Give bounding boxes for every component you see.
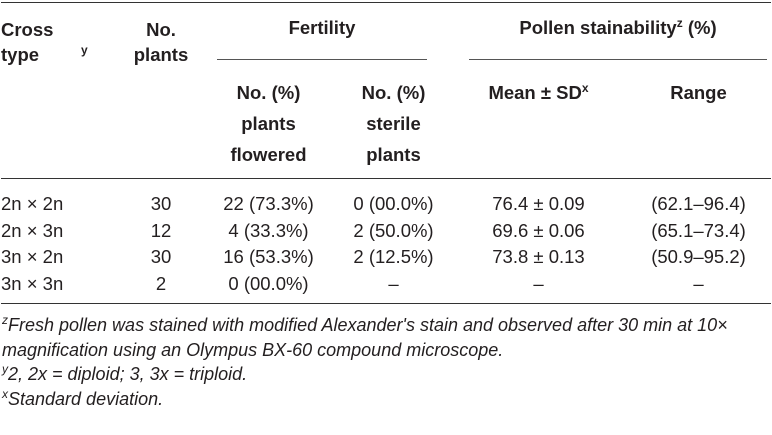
header-text: Mean ± SD <box>488 81 582 103</box>
footnote-text: 2, 2x = diploid; 3, 3x = triploid. <box>8 364 248 385</box>
footnotes: zFresh pollen was stained with modified … <box>2 313 768 412</box>
table-cell: 76.4 ± 0.09 <box>492 193 585 215</box>
footnote-mark: y <box>2 362 8 377</box>
header-sup: y <box>81 43 88 57</box>
table-cell: (50.9–95.2) <box>651 246 746 268</box>
table-cell: 2 (12.5%) <box>353 246 434 268</box>
header-sup: x <box>581 80 589 95</box>
header-cell: No. (%) sterile plants <box>336 61 451 179</box>
footnote-mark: x <box>2 387 8 402</box>
header-cell: Range <box>626 61 771 179</box>
table-cell: – <box>388 272 399 294</box>
table-cell: 4 (33.3%) <box>228 219 309 241</box>
table-cell: (65.1–73.4) <box>651 219 746 241</box>
table-cell: 2n × 3n <box>1 219 64 241</box>
table-cell: 2 <box>155 272 167 294</box>
table-row: 2n × 3n 12 4 (33.3%) 2 (50.0%) 69.6 ± 0.06 (6… <box>1 218 771 245</box>
table-cell: 2n × 2n <box>1 193 64 215</box>
table-body: 2n × 2n 30 22 (73.3%) 0 (00.0%) 76.4 ± 0.09 (… <box>1 179 771 304</box>
header-cell: Fertility <box>201 3 451 61</box>
table-row: 2n × 2n 30 22 (73.3%) 0 (00.0%) 76.4 ± 0.09 (… <box>1 179 771 218</box>
table-cell: 12 <box>150 219 172 241</box>
header-row: Cross type y No. plants Fertility Pollen … <box>1 3 771 65</box>
footnote-text: Standard deviation. <box>8 389 164 410</box>
footnote-text: Fresh pollen was stained with modified A… <box>2 315 728 360</box>
table-row: 3n × 2n 30 16 (53.3%) 2 (12.5%) 73.8 ± 0.13 (… <box>1 244 771 271</box>
table-cell: 30 <box>150 193 172 215</box>
table-cell: 30 <box>150 246 172 268</box>
header-sup: z <box>676 16 683 30</box>
data-table: Cross type y No. plants Fertility Pollen … <box>1 2 771 304</box>
table-cell: 16 (53.3%) <box>223 246 314 268</box>
table-row: 3n × 3n 2 0 (00.0%) – – – <box>1 271 771 304</box>
table-cell: 22 (73.3%) <box>223 193 314 215</box>
header-text: No. (%) sterile plants <box>361 81 426 165</box>
table-cell: 0 (00.0%) <box>353 193 434 215</box>
table-cell: 69.6 ± 0.06 <box>492 219 585 241</box>
header-cell: No. plants <box>121 3 201 179</box>
header-cell: No. (%) plants flowered <box>201 61 336 179</box>
header-text: Fertility <box>217 17 427 60</box>
table-cell: 0 (00.0%) <box>228 272 309 294</box>
header-text: Cross type <box>1 19 54 65</box>
table-cell: – <box>533 272 544 294</box>
header-cell: Cross type y <box>1 3 121 179</box>
table-header: Cross type y No. plants Fertility Pollen … <box>1 2 771 179</box>
table-cell: – <box>693 272 704 294</box>
footnote: zFresh pollen was stained with modified … <box>2 313 768 362</box>
header-text: No. plants <box>133 19 189 65</box>
header-text: Range <box>670 81 727 103</box>
table-cell: (62.1–96.4) <box>651 193 746 215</box>
footnote: y2, 2x = diploid; 3, 3x = triploid. <box>2 362 768 387</box>
header-cell: Mean ± SDx <box>451 61 626 179</box>
header-cell: Pollen stainabilityz (%) <box>451 3 771 61</box>
table-cell: 73.8 ± 0.13 <box>492 246 585 268</box>
header-group: Pollen stainabilityz (%) <box>469 17 767 60</box>
header-text: No. (%) plants flowered <box>230 81 307 165</box>
footnote: xStandard deviation. <box>2 387 768 412</box>
header-text: (%) <box>687 17 717 38</box>
header-text: Pollen stainability <box>519 17 677 38</box>
table-cell: 2 (50.0%) <box>353 219 434 241</box>
footnote-mark: z <box>2 313 8 327</box>
table-cell: 3n × 3n <box>1 272 64 294</box>
table-cell: 3n × 2n <box>1 246 64 268</box>
header-row: No. (%) plants flowered No. (%) sterile … <box>1 61 771 179</box>
